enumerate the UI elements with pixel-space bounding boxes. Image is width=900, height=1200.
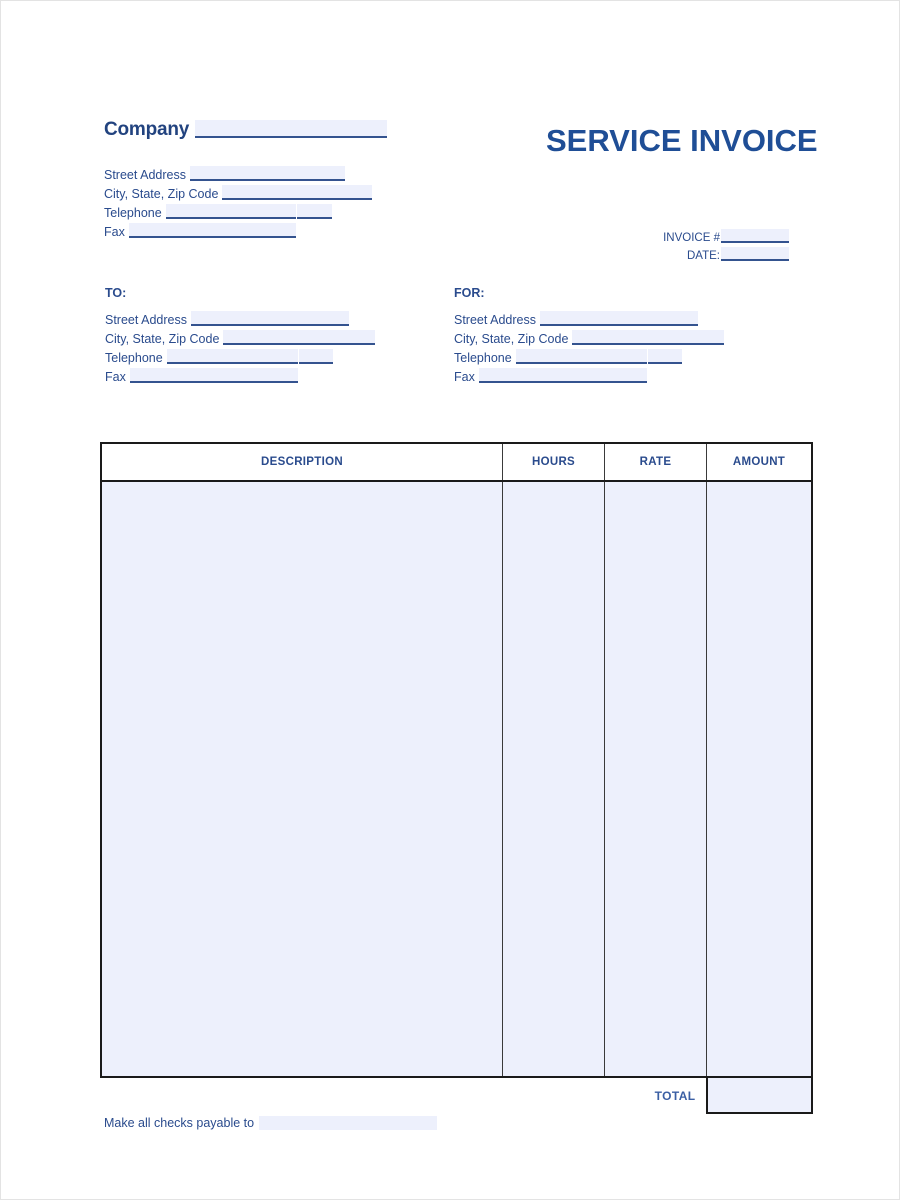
column-header-amount: AMOUNT: [706, 442, 813, 482]
bill-for-city-input[interactable]: [572, 330, 725, 345]
company-telephone-label: Telephone: [104, 206, 162, 220]
amount-entry-area[interactable]: [706, 480, 813, 1078]
table-entry-area-row: [100, 480, 813, 1078]
table-body: TOTAL: [100, 480, 813, 1114]
company-street-label: Street Address: [104, 168, 186, 182]
invoice-number-row: INVOICE #: [663, 227, 789, 245]
column-header-description: DESCRIPTION: [100, 442, 503, 482]
bill-to-heading: TO:: [105, 286, 127, 300]
bill-to-city-input[interactable]: [223, 330, 376, 345]
line-items-table: DESCRIPTION HOURS RATE AMOUNT TOTAL: [100, 442, 813, 1114]
company-label: Company: [104, 119, 190, 140]
bill-to-telephone-input[interactable]: [166, 349, 298, 364]
bill-to-fax-label: Fax: [105, 370, 126, 384]
payable-to-input[interactable]: [259, 1116, 438, 1130]
company-street-row: Street Address: [104, 164, 372, 183]
payable-label: Make all checks payable to: [104, 1116, 255, 1130]
bill-for-street-input[interactable]: [540, 311, 698, 326]
table-header: DESCRIPTION HOURS RATE AMOUNT: [100, 442, 813, 482]
total-value-input[interactable]: [705, 1077, 813, 1114]
company-city-label: City, State, Zip Code: [104, 187, 219, 201]
bill-to-address-block: Street Address City, State, Zip Code Tel…: [105, 309, 376, 385]
total-row: TOTAL: [101, 1077, 813, 1114]
company-fax-label: Fax: [104, 225, 125, 239]
bill-for-fax-input[interactable]: [478, 368, 647, 383]
company-telephone-row: Telephone: [104, 202, 372, 221]
hours-entry-area[interactable]: [502, 480, 605, 1078]
bill-to-telephone-input-ext[interactable]: [298, 349, 333, 364]
bill-for-telephone-input-ext[interactable]: [647, 349, 682, 364]
bill-for-heading: FOR:: [454, 286, 485, 300]
bill-to-telephone-label: Telephone: [105, 351, 163, 365]
bill-for-street-row: Street Address: [454, 309, 724, 328]
bill-for-fax-label: Fax: [454, 370, 475, 384]
bill-to-street-row: Street Address: [105, 309, 375, 328]
bill-for-city-row: City, State, Zip Code: [454, 328, 725, 347]
page-title: SERVICE INVOICE: [546, 123, 818, 158]
column-header-hours: HOURS: [502, 442, 605, 482]
column-header-rate: RATE: [604, 442, 707, 482]
bill-to-fax-row: Fax: [105, 366, 375, 385]
bill-to-street-label: Street Address: [105, 313, 187, 327]
total-label: TOTAL: [654, 1088, 696, 1103]
company-city-row: City, State, Zip Code: [104, 183, 373, 202]
bill-to-telephone-row: Telephone: [105, 347, 375, 366]
company-name-input[interactable]: [195, 120, 388, 138]
table-header-row: DESCRIPTION HOURS RATE AMOUNT: [100, 442, 813, 482]
invoice-number-input[interactable]: [721, 229, 789, 243]
bill-for-telephone-input[interactable]: [515, 349, 647, 364]
invoice-meta-block: INVOICE # DATE:: [663, 227, 789, 263]
invoice-date-label: DATE:: [686, 250, 720, 262]
rate-entry-area[interactable]: [604, 480, 707, 1078]
company-name-field[interactable]: Company: [104, 117, 388, 141]
invoice-date-input[interactable]: [721, 247, 789, 261]
company-fax-row: Fax: [104, 221, 372, 240]
company-telephone-input-ext[interactable]: [296, 204, 332, 219]
description-entry-area[interactable]: [100, 480, 503, 1078]
bill-to-fax-input[interactable]: [129, 368, 298, 383]
company-fax-input[interactable]: [128, 223, 296, 238]
bill-to-city-row: City, State, Zip Code: [105, 328, 376, 347]
company-address-block: Street Address City, State, Zip Code Tel…: [104, 164, 373, 240]
bill-to-street-input[interactable]: [191, 311, 349, 326]
bill-for-telephone-row: Telephone: [454, 347, 724, 366]
bill-for-city-label: City, State, Zip Code: [454, 332, 569, 346]
invoice-date-row: DATE:: [663, 245, 789, 263]
bill-for-telephone-label: Telephone: [454, 351, 512, 365]
payable-note: Make all checks payable to: [104, 1113, 438, 1130]
bill-for-street-label: Street Address: [454, 313, 536, 327]
company-telephone-input[interactable]: [165, 204, 296, 219]
bill-for-fax-row: Fax: [454, 366, 724, 385]
company-street-input[interactable]: [190, 166, 345, 181]
bill-for-address-block: Street Address City, State, Zip Code Tel…: [454, 309, 725, 385]
bill-to-city-label: City, State, Zip Code: [105, 332, 220, 346]
invoice-number-label: INVOICE #: [663, 232, 720, 244]
company-city-input[interactable]: [222, 185, 373, 200]
